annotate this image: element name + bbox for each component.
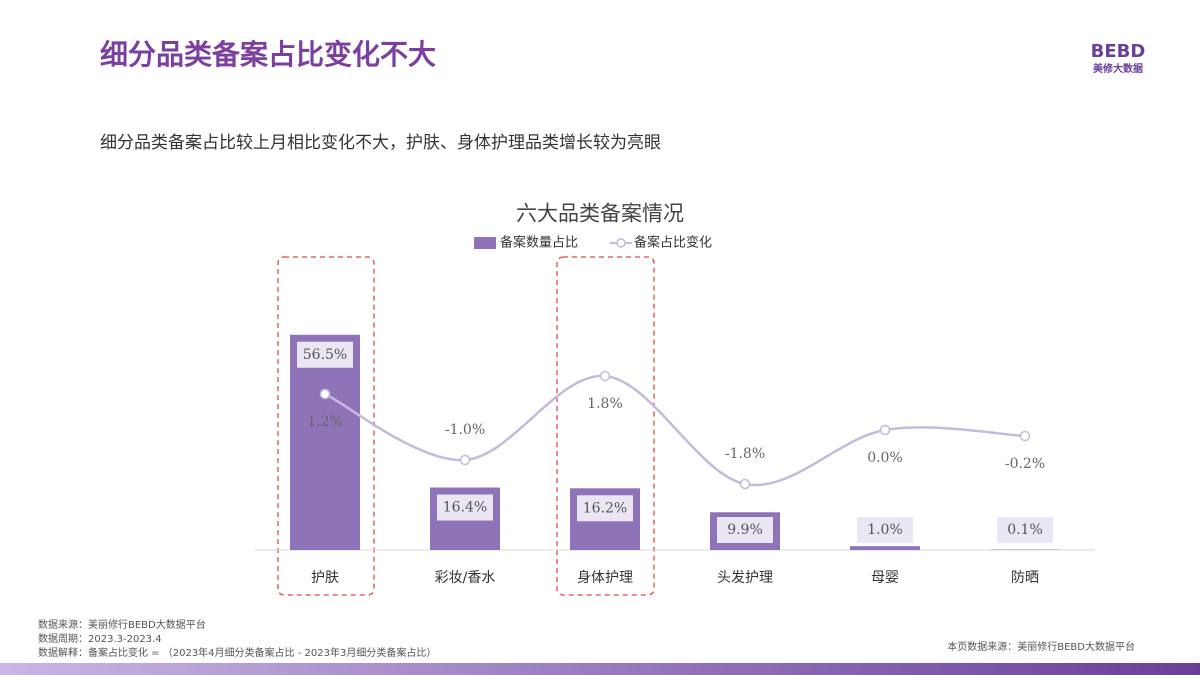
- line-value-label: 1.2%: [307, 414, 343, 430]
- value-label-box: [997, 517, 1053, 543]
- footer-right: 本页数据来源：美丽修行BEBD大数据平台: [947, 640, 1135, 653]
- line-value-label: 0.0%: [867, 450, 903, 466]
- bar: [290, 334, 360, 550]
- line-marker: [1019, 430, 1031, 442]
- value-label: 56.5%: [303, 347, 347, 363]
- value-label-box: [717, 517, 773, 543]
- x-tick-label: 母婴: [871, 570, 899, 586]
- value-label-box: [857, 517, 913, 543]
- value-label-box: [437, 494, 493, 521]
- x-tick-label: 头发护理: [717, 570, 773, 586]
- value-label-box: [297, 341, 353, 368]
- value-label: 0.1%: [1007, 522, 1043, 538]
- chart-title: 六大品类备案情况: [516, 202, 684, 226]
- line: [324, 374, 1026, 487]
- value-label: 9.9%: [727, 522, 763, 538]
- footer-note: 数据解释：备案占比变化 = （2023年4月细分类备案占比 - 2023年3月细…: [38, 646, 436, 659]
- value-label: 1.0%: [867, 522, 903, 538]
- legend-label: 备案数量占比: [500, 235, 578, 251]
- x-tick-label: 彩妆/香水: [435, 570, 496, 586]
- line-marker: [459, 454, 471, 466]
- x-tick-label: 防晒: [1011, 570, 1039, 586]
- subtitle: 细分品类备案占比较上月相比变化不大，护肤、身体护理品类增长较为亮眼: [100, 133, 661, 153]
- logo-sub: 美修大数据: [1093, 62, 1143, 75]
- legend-swatch: [474, 237, 496, 249]
- line-marker: [739, 478, 751, 490]
- footer-source: 数据来源：美丽修行BEBD大数据平台: [38, 618, 206, 631]
- line-value-label: -1.0%: [445, 422, 485, 438]
- line-value-label: -1.8%: [725, 446, 765, 462]
- slide-title: 细分品类备案占比变化不大: [100, 38, 436, 71]
- bottom-bar: [0, 663, 1200, 675]
- bar: [850, 546, 920, 550]
- x-tick-label: 身体护理: [577, 570, 633, 586]
- value-label-box: [577, 495, 633, 522]
- line-value-label: 1.8%: [587, 396, 623, 412]
- logo: BEBD: [1091, 41, 1146, 62]
- value-label: 16.2%: [583, 500, 627, 516]
- legend-label: 备案占比变化: [634, 235, 712, 251]
- footer-period: 数据周期：2023.3-2023.4: [38, 632, 162, 645]
- value-label: 16.4%: [443, 500, 487, 516]
- line-value-label: -0.2%: [1005, 456, 1045, 472]
- chart: 护肤 彩妆/香水 身体护理 头发护理 母婴 防晒 备案数量占比 备案占比变化 56.5% 16.4…: [255, 235, 1095, 586]
- line-marker: [599, 370, 611, 382]
- line-marker: [879, 424, 891, 436]
- highlight-box: [556, 256, 655, 596]
- line-marker: [319, 388, 331, 400]
- legend-marker: [616, 238, 626, 248]
- x-tick-label: 护肤: [311, 570, 339, 586]
